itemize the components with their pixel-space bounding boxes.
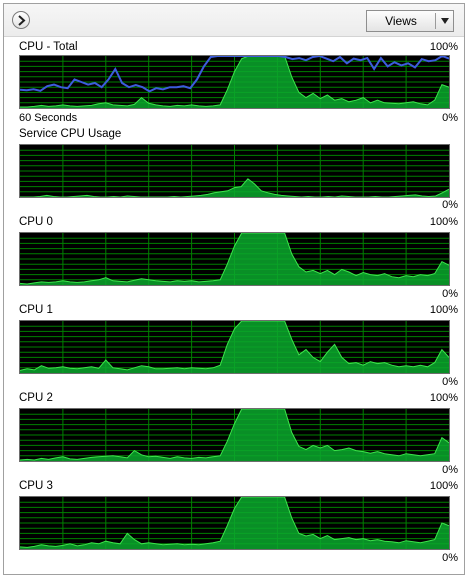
- usage-area: [20, 56, 449, 108]
- cpu-panel: Views CPU - Total 100% 60 Seconds 0% Ser…: [3, 3, 465, 575]
- cpu-0-chart: [19, 232, 450, 286]
- graph-max-label: 100%: [429, 480, 458, 492]
- usage-area: [20, 409, 449, 461]
- usage-area: [20, 233, 449, 285]
- views-button[interactable]: Views: [366, 10, 454, 32]
- chart-svg: [20, 409, 449, 461]
- graph-min-label: 0%: [442, 552, 458, 564]
- usage-area: [20, 321, 449, 373]
- views-label: Views: [385, 14, 417, 28]
- graph-min-label: 0%: [442, 376, 458, 388]
- graph-min-label: 0%: [442, 112, 458, 124]
- usage-line: [20, 409, 449, 461]
- graph-max-label: 100%: [429, 304, 458, 316]
- grid: [20, 145, 449, 197]
- graph-title: CPU 3: [19, 480, 53, 492]
- chevron-right-icon: [18, 15, 26, 26]
- usage-area: [20, 497, 449, 549]
- graph-title: CPU 2: [19, 392, 53, 404]
- service-cpu-chart: [19, 144, 450, 198]
- chart-svg: [20, 321, 449, 373]
- cpu-total-chart: [19, 55, 450, 109]
- dropdown-arrow-icon[interactable]: [440, 15, 450, 27]
- usage-line: [20, 233, 449, 285]
- views-separator: [435, 13, 436, 29]
- graph-max-label: 100%: [429, 41, 458, 53]
- chart-svg: [20, 56, 449, 108]
- usage-line: [20, 497, 449, 548]
- graph-min-label: 0%: [442, 199, 458, 211]
- graph-title: CPU 1: [19, 304, 53, 316]
- graph-min-label: 0%: [442, 464, 458, 476]
- graph-title: CPU 0: [19, 216, 53, 228]
- usage-line: [20, 321, 449, 371]
- collapse-button[interactable]: [12, 11, 30, 29]
- graph-time-label: 60 Seconds: [19, 112, 78, 124]
- chart-svg: [20, 497, 449, 549]
- cpu-2-chart: [19, 408, 450, 462]
- graph-max-label: 100%: [429, 392, 458, 404]
- cpu-1-chart: [19, 320, 450, 374]
- usage-line: [20, 178, 449, 197]
- chart-svg: [20, 145, 449, 197]
- graph-title: Service CPU Usage: [19, 128, 122, 140]
- max-frequency-line: [20, 56, 449, 93]
- graph-max-label: 100%: [429, 216, 458, 228]
- usage-line: [20, 56, 449, 108]
- graph-min-label: 0%: [442, 288, 458, 300]
- cpu-3-chart: [19, 496, 450, 550]
- toolbar: Views: [4, 4, 464, 37]
- chart-svg: [20, 233, 449, 285]
- graph-title: CPU - Total: [19, 41, 78, 53]
